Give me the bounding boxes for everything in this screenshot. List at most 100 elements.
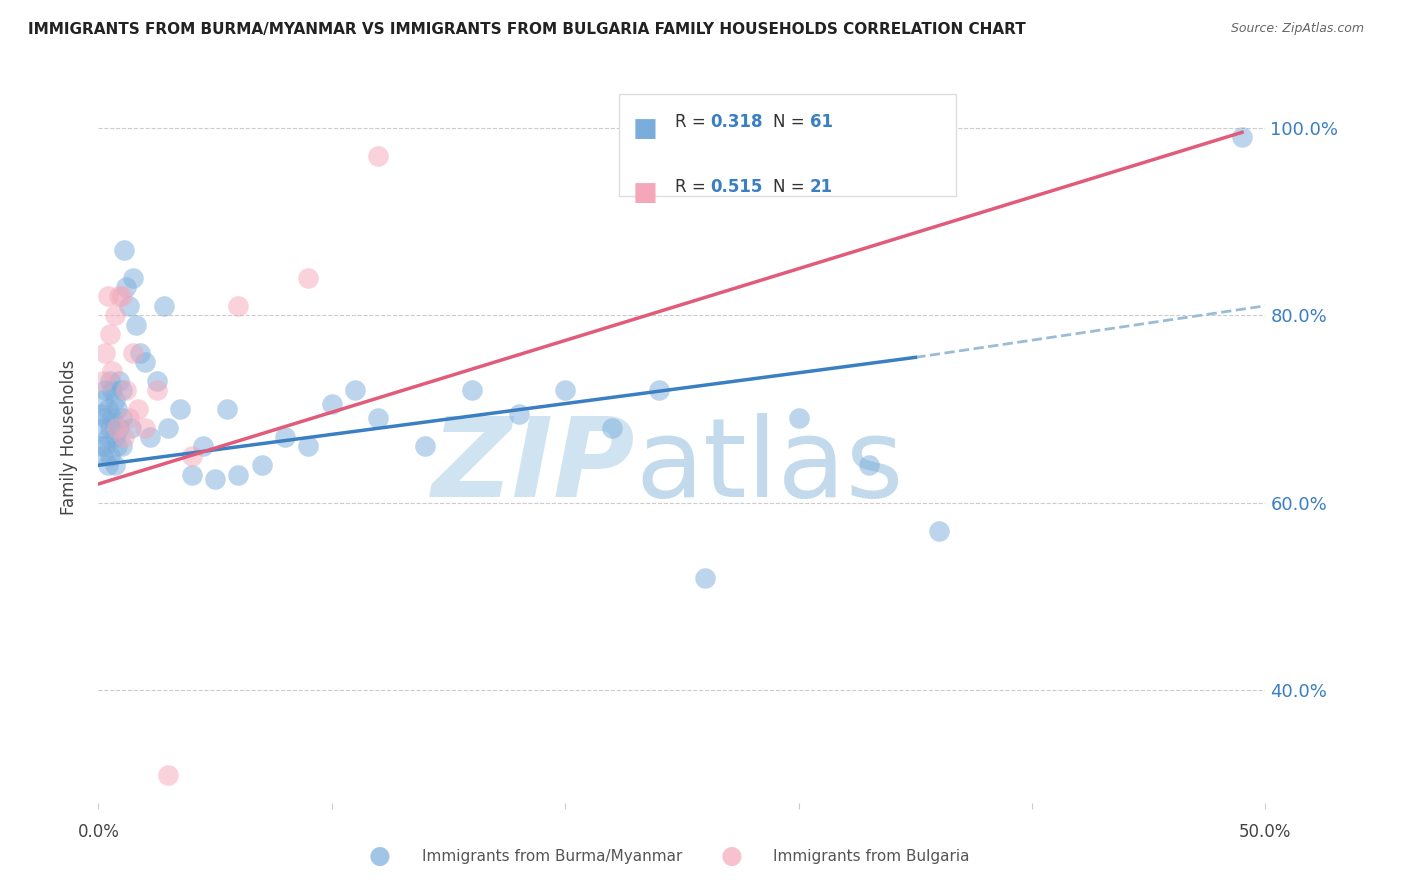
Point <box>120 420 142 434</box>
Point <box>146 383 169 397</box>
Text: 0.515: 0.515 <box>710 178 762 195</box>
Point <box>1230 130 1253 145</box>
Point <box>461 383 484 397</box>
Point <box>134 420 156 434</box>
Point <box>139 430 162 444</box>
Text: R =: R = <box>675 178 711 195</box>
Point <box>152 299 174 313</box>
Point <box>274 430 297 444</box>
Point <box>115 280 138 294</box>
Point <box>98 326 121 341</box>
Text: N =: N = <box>773 178 810 195</box>
Point <box>554 383 576 397</box>
Point <box>367 149 389 163</box>
Point <box>297 440 319 454</box>
Point <box>215 401 238 416</box>
Point <box>129 345 152 359</box>
Point <box>297 270 319 285</box>
Text: 50.0%: 50.0% <box>1239 823 1292 841</box>
Point <box>108 420 131 434</box>
Point <box>91 392 114 407</box>
Point <box>98 420 121 434</box>
Point <box>112 430 135 444</box>
Point <box>94 345 117 359</box>
Point <box>94 383 117 397</box>
Text: 61: 61 <box>810 113 832 131</box>
Point <box>157 420 180 434</box>
Point <box>111 383 134 397</box>
Point <box>647 383 669 397</box>
Point <box>97 430 120 444</box>
Text: 0.0%: 0.0% <box>77 823 120 841</box>
Point <box>104 392 127 407</box>
Point <box>600 420 623 434</box>
Text: Immigrants from Burma/Myanmar: Immigrants from Burma/Myanmar <box>422 849 682 863</box>
Point <box>97 401 120 416</box>
Point <box>90 440 112 454</box>
Point <box>125 318 148 332</box>
Text: IMMIGRANTS FROM BURMA/MYANMAR VS IMMIGRANTS FROM BULGARIA FAMILY HOUSEHOLDS CORR: IMMIGRANTS FROM BURMA/MYANMAR VS IMMIGRA… <box>28 22 1026 37</box>
Point <box>228 299 250 313</box>
Point <box>157 767 180 781</box>
Point <box>122 270 145 285</box>
Point <box>127 401 149 416</box>
Text: ZIP: ZIP <box>432 413 636 520</box>
Point <box>180 467 202 482</box>
Text: Immigrants from Bulgaria: Immigrants from Bulgaria <box>773 849 970 863</box>
Text: 0.318: 0.318 <box>710 113 762 131</box>
Point <box>115 383 138 397</box>
Text: ●: ● <box>368 845 391 868</box>
Point <box>94 440 117 454</box>
Text: Source: ZipAtlas.com: Source: ZipAtlas.com <box>1230 22 1364 36</box>
Point <box>169 401 191 416</box>
Point <box>91 420 114 434</box>
Point <box>101 411 124 425</box>
Point <box>101 383 124 397</box>
Point <box>134 355 156 369</box>
Text: ■: ■ <box>633 116 658 142</box>
Text: N =: N = <box>773 113 810 131</box>
Point <box>98 374 121 388</box>
Point <box>105 420 128 434</box>
Point <box>858 458 880 473</box>
Point <box>508 407 530 421</box>
Point <box>91 449 114 463</box>
Point <box>101 364 124 378</box>
Point <box>413 440 436 454</box>
Point <box>146 374 169 388</box>
Text: 21: 21 <box>810 178 832 195</box>
Point <box>105 401 128 416</box>
Point <box>193 440 215 454</box>
Point <box>118 411 141 425</box>
Point <box>228 467 250 482</box>
Point <box>111 411 134 425</box>
Point <box>104 430 127 444</box>
Point <box>204 472 226 486</box>
Text: R =: R = <box>675 113 711 131</box>
Point <box>98 449 121 463</box>
Text: ●: ● <box>720 845 742 868</box>
Point <box>108 374 131 388</box>
Point <box>104 458 127 473</box>
Point <box>180 449 202 463</box>
Point <box>122 345 145 359</box>
Point <box>111 289 134 303</box>
Point <box>112 243 135 257</box>
Point <box>787 411 810 425</box>
Y-axis label: Family Households: Family Households <box>59 359 77 515</box>
Point <box>321 397 343 411</box>
Point <box>90 407 112 421</box>
Point <box>91 374 114 388</box>
Point <box>250 458 273 473</box>
Point <box>695 571 717 585</box>
Point <box>108 289 131 303</box>
Text: atlas: atlas <box>636 413 904 520</box>
Point <box>118 299 141 313</box>
Point <box>104 308 127 322</box>
Point <box>105 440 128 454</box>
Point <box>367 411 389 425</box>
Text: ■: ■ <box>633 180 658 206</box>
Point <box>344 383 367 397</box>
Point <box>97 289 120 303</box>
Point <box>97 458 120 473</box>
